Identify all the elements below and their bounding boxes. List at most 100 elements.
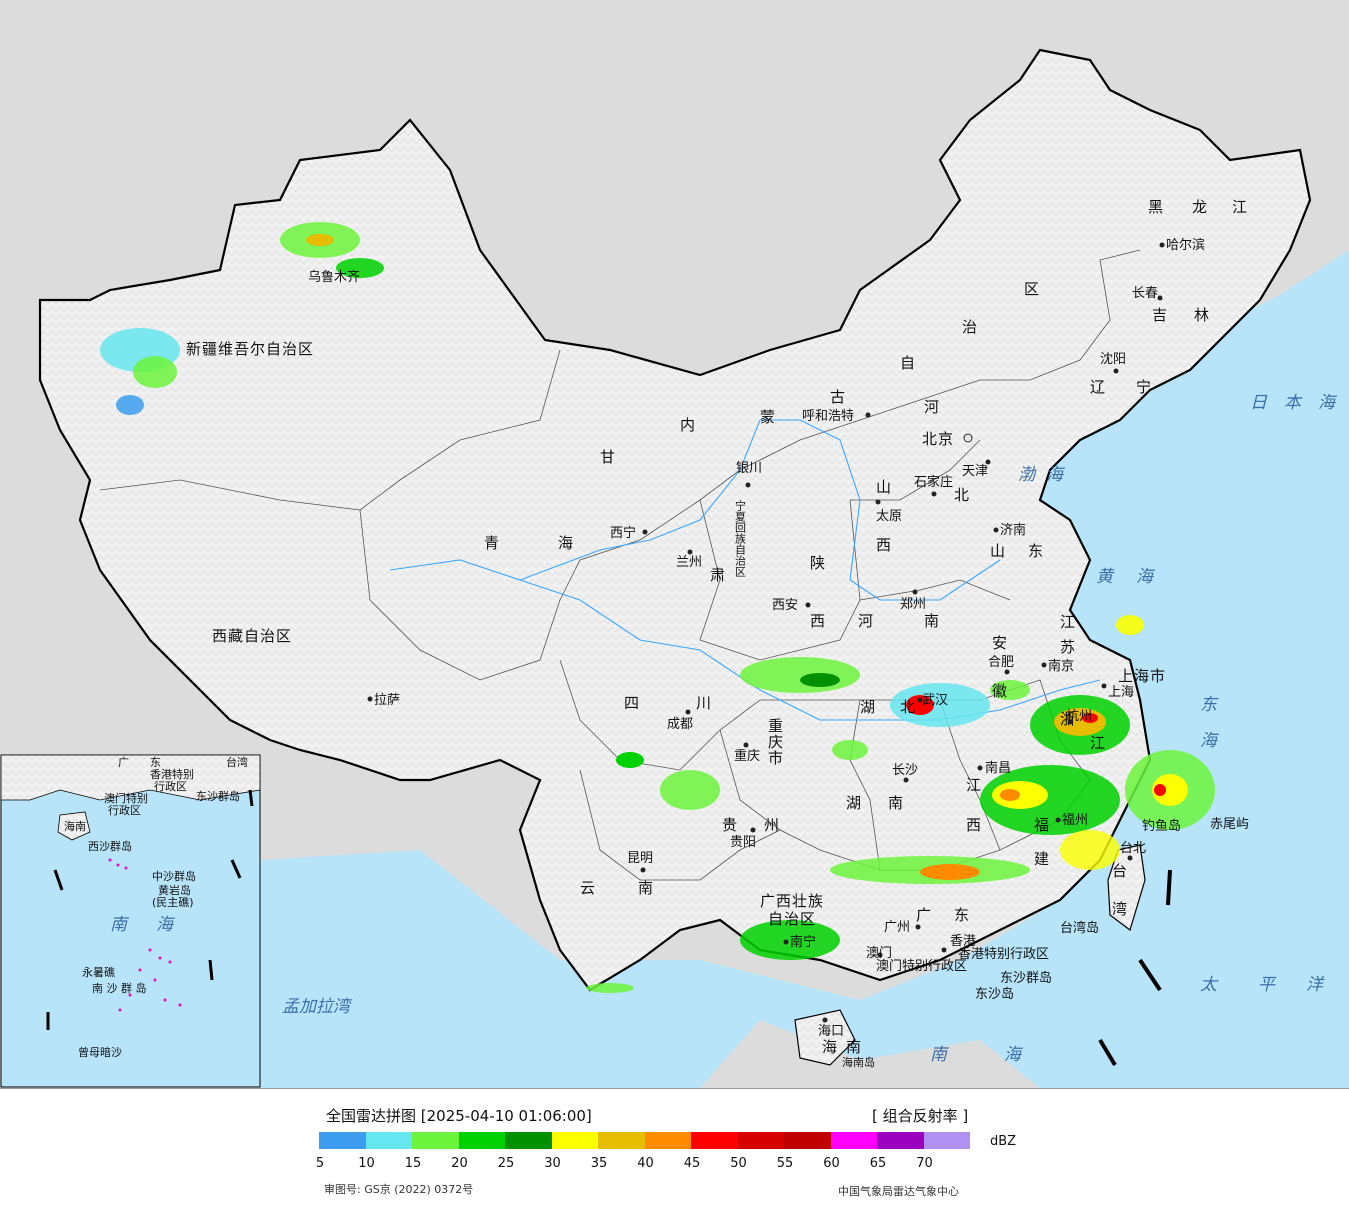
color-swatch-6 xyxy=(598,1132,645,1149)
label-nanchang: 南昌 xyxy=(985,760,1011,776)
label-wan: 湾 xyxy=(1112,900,1128,918)
label-pacific-2: 平 xyxy=(1258,975,1277,995)
label-chongqing-city: 重庆 xyxy=(734,748,760,764)
label-shanghai-city: 上海 xyxy=(1108,685,1134,700)
label-taiwan-island: 台湾岛 xyxy=(1060,920,1099,936)
color-tick-label: 70 xyxy=(916,1156,933,1171)
radar-map: 新疆维吾尔自治区 西藏自治区 青 海 甘 肃 内 蒙 古 自 治 区 宁夏回族自… xyxy=(0,0,1349,1088)
inset-south-china-sea xyxy=(0,754,261,1088)
label-he-bei: 河 xyxy=(924,398,940,416)
label-hohhot: 呼和浩特 xyxy=(802,409,854,424)
label-hangzhou: 杭州 xyxy=(1066,709,1092,724)
label-gu: 古 xyxy=(830,388,846,406)
label-bohai-2: 海 xyxy=(1046,465,1066,485)
color-swatch-3 xyxy=(458,1132,505,1149)
label-macao: 澳门 xyxy=(866,945,892,961)
color-swatch-2 xyxy=(412,1132,459,1149)
label-qu: 区 xyxy=(1024,280,1040,298)
map-labels: 新疆维吾尔自治区 西藏自治区 青 海 甘 肃 内 蒙 古 自 治 区 宁夏回族自… xyxy=(64,198,1338,1069)
label-shaanxi-xi: 西 xyxy=(810,612,826,630)
hainan xyxy=(794,1009,856,1066)
label-hai-hn: 海 xyxy=(822,1038,838,1056)
color-swatch-13 xyxy=(923,1132,970,1149)
label-zhi: 治 xyxy=(962,318,978,336)
color-swatch-8 xyxy=(691,1132,738,1149)
label-he-nan: 河 xyxy=(858,612,874,630)
label-liao: 辽 xyxy=(1090,378,1106,396)
label-hei: 黑 xyxy=(1148,198,1164,216)
label-shan: 山 xyxy=(876,478,892,496)
label-chongqing: 重庆市 xyxy=(766,718,784,766)
map-title: 全国雷达拼图 [2025-04-10 01:06:00] xyxy=(326,1107,592,1125)
label-changsha: 长沙 xyxy=(892,763,918,778)
label-yun: 云 xyxy=(580,879,596,897)
label-bay-of-bengal: 孟加拉湾 xyxy=(282,997,353,1017)
label-donghai-1: 东 xyxy=(1200,695,1219,715)
label-an: 安 xyxy=(992,634,1008,652)
label-nan-yunnan: 南 xyxy=(638,879,654,897)
label-hainan-island: 海南岛 xyxy=(842,1055,875,1069)
label-dongsha-island: 东沙岛 xyxy=(975,986,1014,1002)
label-xizang: 西藏自治区 xyxy=(212,627,292,645)
label-su-js: 苏 xyxy=(1060,638,1076,656)
label-dong: 东 xyxy=(1028,542,1044,560)
inset-minzhu: (民主礁) xyxy=(152,895,194,909)
inset-zhongsha: 中沙群岛 xyxy=(152,869,196,883)
inset-dong: 东 xyxy=(150,756,161,769)
label-jian: 建 xyxy=(1034,850,1050,868)
label-huanghai-1: 黄 xyxy=(1096,567,1115,587)
label-nanhai-1: 南 xyxy=(930,1045,950,1065)
label-long: 龙 xyxy=(1192,198,1208,216)
color-tick-label: 35 xyxy=(590,1156,608,1171)
inset-yongshu: 永暑礁 xyxy=(82,965,115,979)
taiwan xyxy=(1107,844,1146,931)
color-tick-label: 50 xyxy=(730,1156,747,1171)
label-zhou: 州 xyxy=(764,816,780,834)
color-tick-label: 65 xyxy=(869,1156,887,1171)
color-tick-label: 60 xyxy=(823,1156,840,1171)
label-bei: 北 xyxy=(954,486,970,504)
inset-hk-1: 香港特别 xyxy=(150,767,194,781)
label-pacific-1: 太 xyxy=(1200,975,1219,995)
label-urumqi: 乌鲁木齐 xyxy=(308,269,360,285)
label-taipei: 台北 xyxy=(1120,841,1146,856)
inset-nansha: 南 沙 群 岛 xyxy=(92,981,147,995)
label-hu-bei: 湖 xyxy=(860,698,876,716)
label-ning-ln: 宁 xyxy=(1136,378,1152,396)
inset-hainan: 海南 xyxy=(64,819,86,833)
label-xinjiang: 新疆维吾尔自治区 xyxy=(186,340,314,358)
organization: 中国气象局雷达气象中心 xyxy=(838,1185,959,1198)
inset-guang: 广 xyxy=(118,756,129,769)
rivers xyxy=(389,419,1101,721)
color-swatch-10 xyxy=(784,1132,831,1149)
unit-label: dBZ xyxy=(990,1134,1017,1149)
inset-taiwan: 台湾 xyxy=(226,755,248,769)
label-lanzhou: 兰州 xyxy=(676,555,702,570)
color-tick-label: 30 xyxy=(544,1156,561,1171)
label-tianjin: 天津 xyxy=(962,464,988,479)
label-fu: 福 xyxy=(1034,816,1050,834)
color-tick-label: 25 xyxy=(497,1156,515,1171)
sea-japan xyxy=(1180,250,1349,520)
label-guang: 广 xyxy=(916,906,932,924)
label-taiyuan: 太原 xyxy=(876,509,902,524)
label-nei: 内 xyxy=(680,416,696,434)
color-tick-label: 5 xyxy=(315,1156,325,1171)
label-lhasa: 拉萨 xyxy=(374,693,400,708)
label-shandong-shan: 山 xyxy=(990,542,1006,560)
label-jiang-xi: 江 xyxy=(966,776,982,794)
label-jiang-zj: 江 xyxy=(1090,734,1106,752)
inset-huangyan: 黄岩岛 xyxy=(158,883,191,897)
inset-hai: 海 xyxy=(156,915,176,935)
color-scale-ticks: 5 10 15 20 25 30 35 40 45 50 55 60 65 70 xyxy=(300,1156,960,1174)
label-yinchuan: 银川 xyxy=(736,461,762,476)
label-shanxi-xi: 西 xyxy=(876,536,892,554)
color-tick-label: 15 xyxy=(404,1156,422,1171)
inset-zengmu: 曾母暗沙 xyxy=(78,1045,122,1059)
label-tai: 台 xyxy=(1112,862,1128,880)
label-guiyang: 贵阳 xyxy=(730,835,756,850)
review-number: 审图号: GS京 (2022) 0372号 xyxy=(324,1183,474,1196)
label-kunming: 昆明 xyxy=(627,851,653,866)
label-su: 肃 xyxy=(710,566,726,584)
label-japan-sea-1: 日 xyxy=(1250,393,1268,413)
